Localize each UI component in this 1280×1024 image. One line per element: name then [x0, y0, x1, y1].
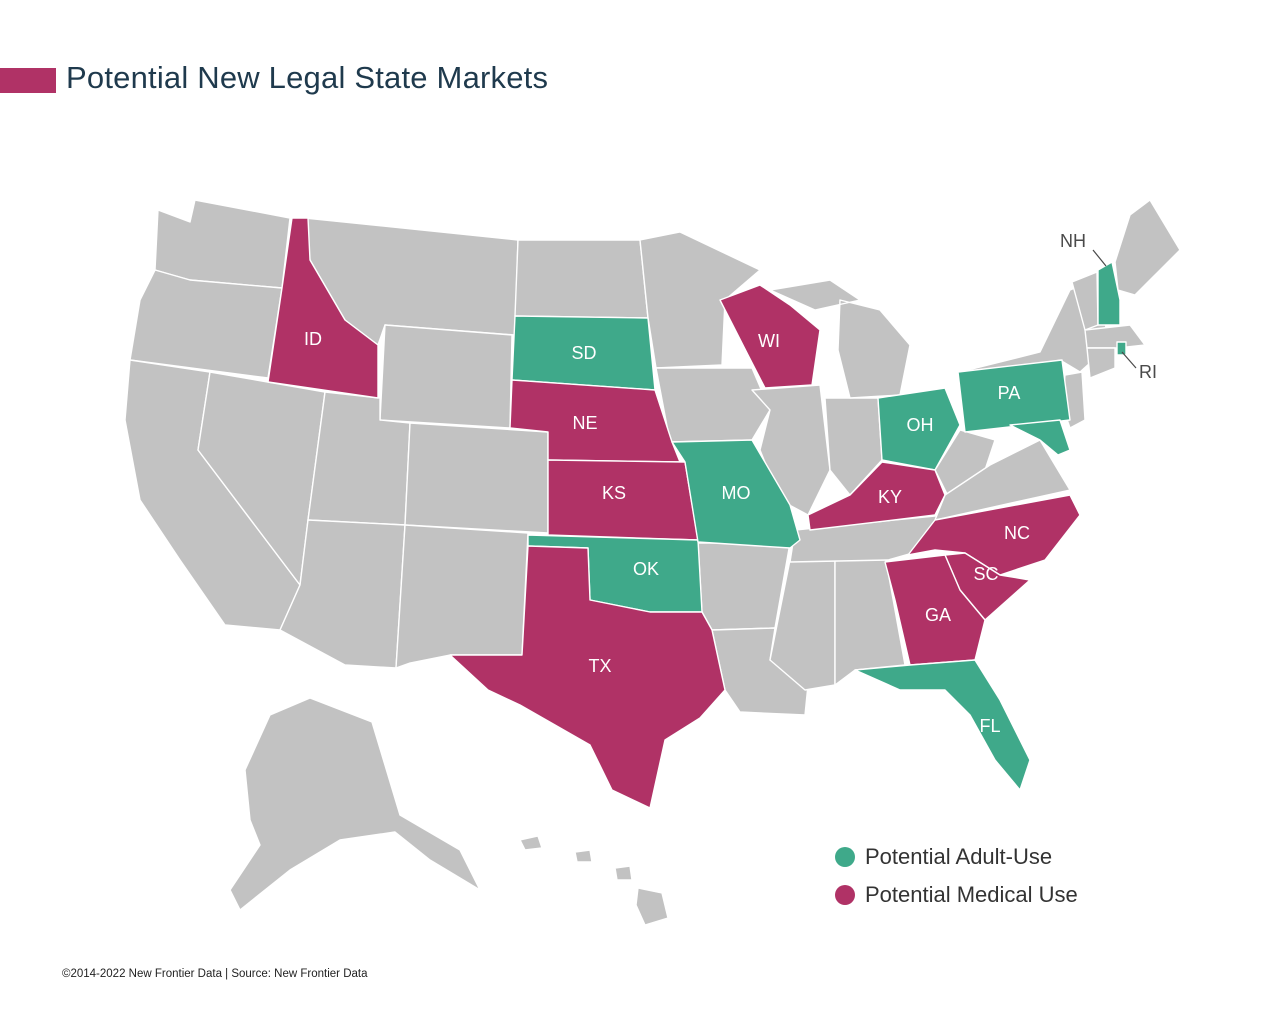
other-states	[124, 199, 1181, 926]
state-nm	[395, 524, 529, 669]
state-id	[267, 217, 379, 399]
legend-item-adult-use: Potential Adult-Use	[835, 838, 1078, 876]
state-nh	[1097, 261, 1121, 326]
legend-label-medical: Potential Medical Use	[865, 882, 1078, 907]
state-nd	[514, 239, 649, 319]
label-pa: PA	[998, 383, 1021, 403]
label-nh: NH	[1060, 231, 1086, 251]
state-wa	[154, 199, 291, 289]
medical-use-dot-icon	[835, 885, 855, 905]
highlighted-states	[267, 217, 1127, 809]
callout-line-nh	[1092, 249, 1107, 267]
state-oh	[877, 387, 961, 471]
state-va	[934, 439, 1071, 521]
state-wy	[379, 324, 513, 429]
label-id: ID	[304, 329, 322, 349]
state-md-accent	[1009, 419, 1071, 456]
label-nc: NC	[1004, 523, 1030, 543]
state-mo	[671, 439, 801, 549]
state-pa	[957, 359, 1071, 433]
callout-line-ri	[1121, 351, 1137, 369]
legend-item-medical: Potential Medical Use	[835, 876, 1078, 914]
state-ct	[1086, 347, 1116, 379]
label-ok: OK	[633, 559, 659, 579]
adult-use-dot-icon	[835, 847, 855, 867]
label-sd: SD	[571, 343, 596, 363]
state-il	[751, 384, 831, 516]
title-color-bar	[0, 68, 56, 93]
state-hi	[519, 835, 669, 926]
label-mo: MO	[722, 483, 751, 503]
state-co	[404, 422, 549, 534]
state-ga	[884, 554, 986, 666]
legend: Potential Adult-Use Potential Medical Us…	[835, 838, 1078, 914]
state-ma	[1084, 324, 1146, 349]
label-ga: GA	[925, 605, 951, 625]
label-wi: WI	[758, 331, 780, 351]
state-wi	[719, 284, 821, 389]
state-fl	[854, 659, 1031, 791]
state-or	[129, 269, 283, 379]
page-title: Potential New Legal State Markets	[66, 60, 549, 95]
state-nc	[907, 494, 1081, 576]
state-labels: ID SD NE KS OK TX MO WI OH PA KY NC SC G…	[304, 231, 1157, 736]
label-oh: OH	[907, 415, 934, 435]
label-tx: TX	[588, 656, 611, 676]
label-ne: NE	[572, 413, 597, 433]
legend-label-adult-use: Potential Adult-Use	[865, 844, 1053, 869]
state-ar	[697, 542, 791, 631]
state-tx	[449, 545, 726, 809]
label-ks: KS	[602, 483, 626, 503]
state-ak	[229, 697, 481, 911]
state-ri	[1116, 341, 1127, 356]
label-ky: KY	[878, 487, 902, 507]
footer-credit: ©2014-2022 New Frontier Data | Source: N…	[62, 968, 368, 980]
label-fl: FL	[979, 716, 1000, 736]
state-ky	[807, 461, 946, 531]
state-me	[1114, 199, 1181, 296]
label-sc: SC	[973, 564, 998, 584]
label-ri: RI	[1139, 362, 1157, 382]
state-ia	[655, 367, 771, 443]
